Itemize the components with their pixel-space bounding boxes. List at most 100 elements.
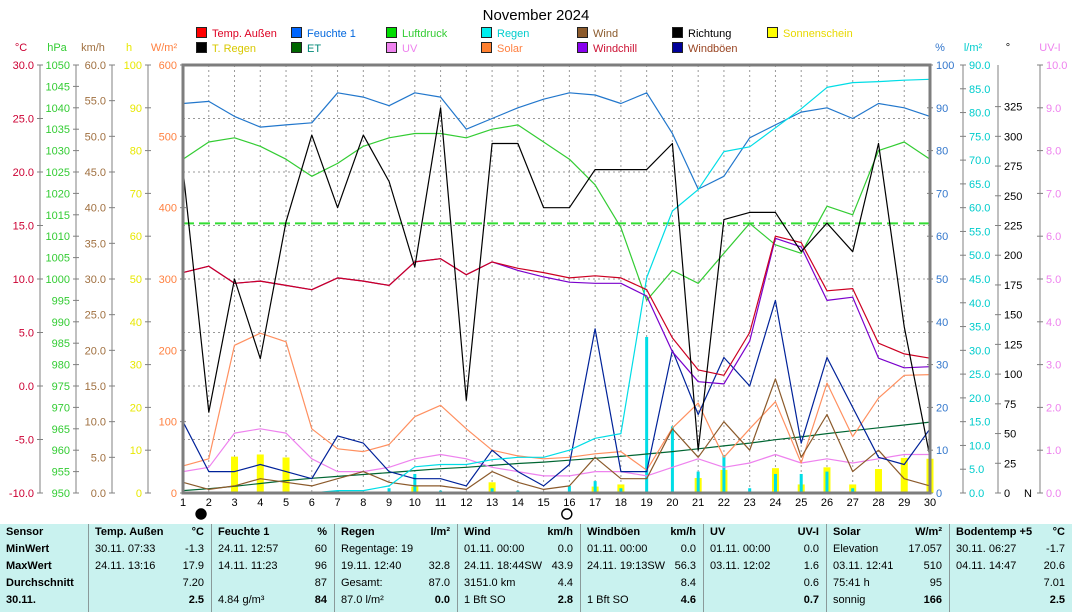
table-column-uv: UV UV-I 01.11. 00:00 0.0 03.11. 12:02 1.6 0.6 0… [703,524,826,612]
table-cell-value: 7.01 [1043,577,1065,589]
axis-tick-label: 10 [936,445,948,457]
axis-tick-label: 50 [130,274,142,286]
axis-tick-label: 55.0 [85,96,106,108]
axis-tick-label: 1015 [46,210,70,222]
table-cell-label: 19.11. 12:40 [341,560,402,572]
axis-tick-label: 30.0 [85,274,106,286]
axis-tick-label: 1045 [46,81,70,93]
series-regen-tag-bar [722,454,726,493]
axis-tick-label: 15.0 [969,417,990,429]
legend-label: UV [402,43,418,55]
axis-tick-label: 1000 [46,274,70,286]
x-axis-day-label: 30 [924,497,936,509]
table-cell-label: 04.11. 14:47 [956,560,1017,572]
axis-tick-label: 10.0 [969,440,990,452]
legend-item-windb-en: Windböen [672,42,738,55]
table-row: 87.0 l/m² 0.0 [335,592,457,609]
table-row: 1 Bft SO 4.6 [581,592,703,609]
table-row: Solar W/m² [827,524,949,541]
axis-tick-label: 990 [52,317,70,329]
table-column-feuchte-1: Feuchte 1% 24.11. 12:57 60 14.11. 11:23 96 87… [211,524,334,612]
x-axis-day-label: 29 [898,497,910,509]
x-axis-day-label: 10 [409,497,421,509]
legend-label: T. Regen [212,43,257,55]
axis-tick-label: 10.0 [85,417,106,429]
table-cell-label: Sensor [6,526,44,538]
axis-tick-label: 20.0 [969,393,990,405]
series-et-line [182,421,931,492]
table-row: 01.11. 00:00 0.0 [581,541,703,558]
table-cell-label: Bodentemp +5 [956,526,1033,538]
axis-tick-label: 20.0 [85,345,106,357]
table-cell-label: 03.11. 12:41 [833,560,894,572]
axis-tick-label: 30 [936,360,948,372]
x-axis-day-label: 17 [589,497,601,509]
axis-unit-label-l-m: l/m² [964,42,983,54]
table-cell-value: -1.3 [185,543,204,555]
axis-tick-label: 50.0 [85,131,106,143]
series-sonnenschein-bar [488,482,496,493]
table-cell-label: 87.0 l/m² [341,594,384,606]
table-cell-label: Windböen [587,526,641,538]
series-regen-tag-bar [619,488,623,493]
table-cell-value: 0.0 [557,543,573,555]
table-row: 3151.0 km 4.4 [458,575,580,592]
axis-tick-label: 1050 [46,60,70,72]
axis-tick-label: 995 [52,295,70,307]
axis-tick-label: 40.0 [85,203,106,215]
legend-item-richtung: Richtung [672,27,731,40]
series-regen-tag-bar [387,488,391,493]
axis-tick-label: 950 [52,488,70,500]
axis-tick-label: 1005 [46,253,70,265]
axis-tick-label: 975 [52,381,70,393]
table-cell-label: 24.11. 19:13SW [587,560,666,572]
table-cell-label: 30.11. [6,594,36,606]
legend-swatch-icon [577,42,588,53]
axis-tick-label: 275 [1004,161,1022,173]
legend-label: ET [307,43,322,55]
table-cell-value: -1.7 [1046,543,1065,555]
table-row: 8.4 [581,575,703,592]
axis-tick-label: 80.0 [969,108,990,120]
axis-tick-label: 1030 [46,146,70,158]
axis-tick-label: 300 [1004,131,1022,143]
table-column-bodentemp-5: Bodentemp +5 °C 30.11. 06:27 -1.7 04.11. 14:… [949,524,1072,612]
table-row: 7.01 [950,575,1072,592]
x-axis-day-label: 9 [386,497,392,509]
axis-tick-label: 500 [159,131,177,143]
table-cell-label: Temp. Außen [95,526,164,538]
table-cell-label: UV [710,526,726,538]
table-cell-value: 43.9 [551,560,573,572]
axis-tick-label: 960 [52,445,70,457]
axis-tick-label: 30.0 [13,60,34,72]
table-row: Durchschnitt [0,575,88,592]
table-cell-label: 30.11. 07:33 [95,543,156,555]
legend-label: Regen [497,28,530,40]
axis-tick-label: 0 [1004,488,1010,500]
table-cell-value: 166 [923,594,942,606]
axis-tick-label: 5.0 [91,452,106,464]
axis-tick-label: 7.0 [1046,188,1061,200]
axis-tick-label: 225 [1004,221,1022,233]
axis-tick-label: 40.0 [969,298,990,310]
series-richtung-line [182,107,931,458]
table-cell-value: 7.20 [182,577,204,589]
series-regen-tag-bar [825,471,829,493]
series-regen-tag-bar [645,337,649,493]
axis-tick-label: 60.0 [969,203,990,215]
axis-tick-label: 400 [159,203,177,215]
table-cell-label: 01.11. 00:00 [587,543,648,555]
series-regen-tag-bar [696,471,700,493]
table-cell-value: 0.0 [803,543,819,555]
axis-tick-label: 100 [159,417,177,429]
table-cell-label: sonnig [833,594,866,606]
table-cell-value: W/m² [915,526,942,538]
axis-tick-label: 80 [130,146,142,158]
table-cell-value: 60 [314,543,327,555]
series-wind-line [182,378,931,490]
table-cell-label: Wind [464,526,491,538]
table-column-temp-au-en: Temp. Außen °C 30.11. 07:33 -1.3 24.11. 13:1… [88,524,211,612]
axis-unit-label-h: h [126,42,132,54]
legend-label: Luftdruck [402,28,448,40]
series-sonnenschein-bar [231,456,239,493]
